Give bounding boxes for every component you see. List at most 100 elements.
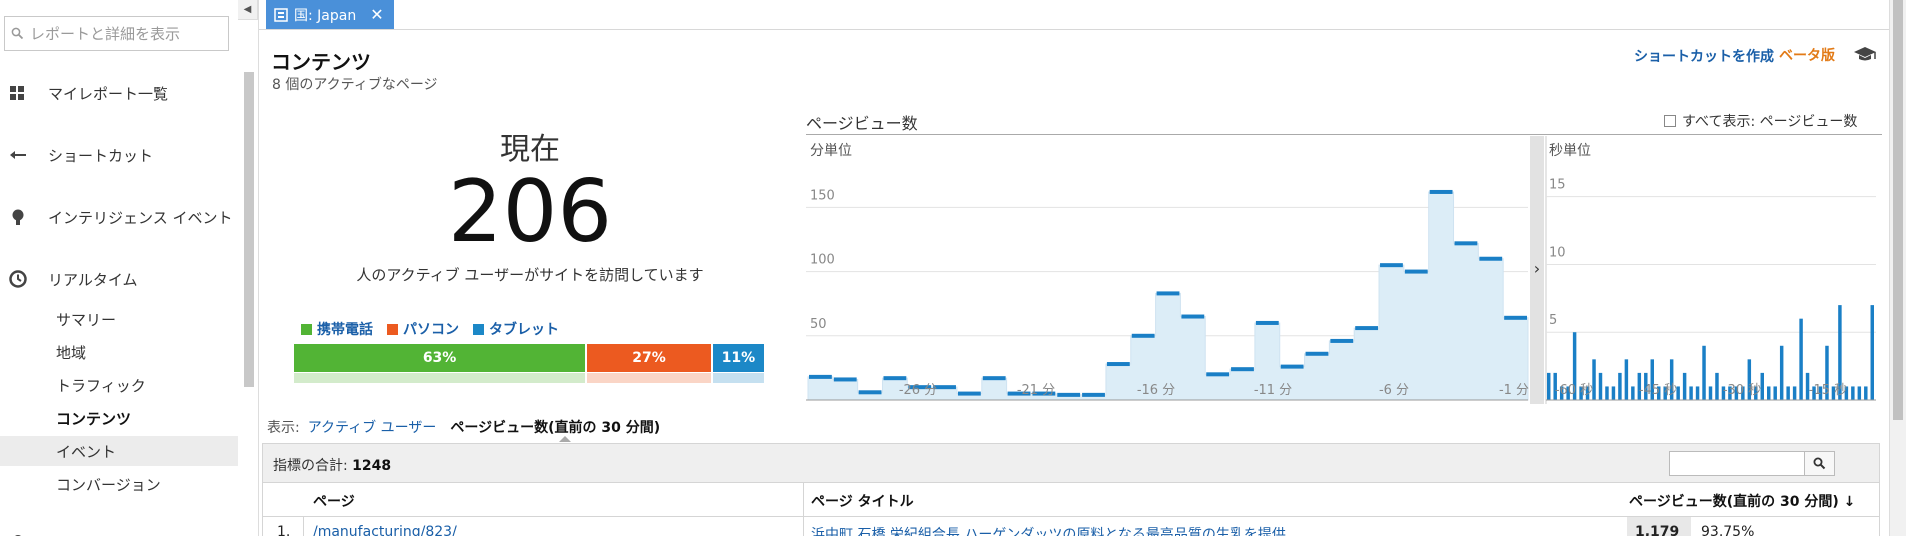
minute-step-mark — [1380, 263, 1403, 268]
tab-pageviews[interactable]: ページビュー数(直前の 30 分間) — [450, 420, 661, 436]
device-segment: 11% — [712, 344, 764, 372]
table-search-input[interactable] — [1670, 452, 1800, 475]
sidebar-item-next[interactable] — [0, 520, 238, 536]
seconds-bar — [1657, 386, 1661, 400]
now-label: 現在 — [500, 132, 560, 167]
row-page-link[interactable]: /manufacturing/823/ — [313, 524, 457, 536]
sidebar-sub-events[interactable]: イベント — [0, 436, 238, 466]
sidebar-item-label: ショートカット — [48, 146, 154, 165]
chevron-right-icon: › — [1534, 259, 1540, 278]
collapse-sidebar-button[interactable]: ◀ — [238, 0, 258, 20]
minute-step-mark — [1082, 392, 1105, 397]
top-border — [259, 29, 1889, 30]
sidebar-sub-traffic[interactable]: トラフィック — [0, 370, 238, 400]
sidebar-item-my-reports[interactable]: マイレポート一覧 — [0, 75, 238, 111]
sidebar-item-intelligence-events[interactable]: インテリジェンス イベント — [0, 199, 238, 235]
seconds-bar — [1838, 305, 1842, 400]
metric-total: 指標の合計: 1248 — [273, 455, 391, 475]
row-page-title[interactable]: 浜中町 石橋 栄紀組合長 ハーゲンダッツの原料となる最高品質の生乳を提供 — [811, 527, 1286, 536]
column-header-pageviews[interactable]: ページビュー数(直前の 30 分間) ↓ — [1629, 491, 1855, 511]
grid-icon — [10, 86, 24, 100]
row-percent: 93.75% — [1701, 524, 1755, 536]
metric-total-bar: 指標の合計: 1248 — [262, 443, 1880, 483]
seconds-bar — [1702, 345, 1706, 400]
sidebar-sub-summary[interactable]: サマリー — [0, 304, 238, 334]
show-all-toggle[interactable]: すべて表示: ページビュー数 — [1664, 111, 1857, 131]
minute-step-mark — [858, 390, 882, 395]
sidebar-sub-conversions[interactable]: コンバージョン — [0, 469, 238, 499]
seconds-bar — [1676, 386, 1680, 400]
seconds-bar — [1572, 332, 1577, 400]
sidebar-sub-label: サマリー — [56, 310, 117, 329]
seconds-bar — [1741, 386, 1745, 400]
graduation-cap-icon[interactable] — [1852, 44, 1878, 64]
x-tick-label: -11 分 — [1254, 383, 1292, 398]
minute-step-mark — [1280, 364, 1304, 369]
active-users-description: 人のアクティブ ユーザーがサイトを訪問しています — [356, 266, 704, 284]
minute-step-mark — [1404, 269, 1428, 274]
column-header-page[interactable]: ページ — [313, 494, 355, 510]
table-search-button[interactable] — [1804, 452, 1834, 475]
minute-step-mark — [1156, 291, 1180, 296]
legend-swatch — [301, 323, 312, 335]
sidebar-sub-label: コンテンツ — [56, 409, 132, 428]
device-segment: 27% — [587, 344, 713, 372]
seconds-bar — [1650, 359, 1654, 400]
seconds-bar — [1734, 386, 1739, 400]
minute-step-mark — [1330, 338, 1354, 343]
seconds-bar — [1605, 386, 1609, 400]
create-shortcut-link[interactable]: ショートカットを作成 — [1634, 49, 1774, 65]
table-search[interactable] — [1669, 451, 1835, 476]
row-index: 1. — [277, 524, 291, 536]
seconds-bar — [1728, 386, 1732, 400]
sidebar-sub-label: トラフィック — [56, 376, 146, 395]
tab-active-users[interactable]: アクティブ ユーザー — [307, 420, 437, 436]
seconds-bar — [1708, 386, 1713, 400]
lightbulb-icon — [12, 209, 24, 225]
sidebar-sub-location[interactable]: 地域 — [0, 337, 238, 367]
close-icon[interactable]: ✕ — [370, 5, 384, 24]
minute-step-mark — [1206, 372, 1230, 377]
active-pages-count: 8 個のアクティブなページ — [272, 77, 438, 93]
metric-total-label: 指標の合計: — [273, 458, 348, 474]
country-filter-chip[interactable]: 国: Japan ✕ — [266, 0, 394, 29]
minute-step-mark — [1131, 333, 1155, 338]
sidebar-item-label: マイレポート一覧 — [48, 84, 169, 103]
x-tick-label: -26 分 — [899, 383, 937, 398]
seconds-bar — [1799, 318, 1803, 400]
sidebar-scrollbar[interactable] — [244, 72, 254, 387]
table-header: ページ ページ タイトル ページビュー数(直前の 30 分間) ↓ — [262, 483, 1880, 517]
sidebar-sub-content[interactable]: コンテンツ — [0, 403, 238, 433]
device-segment-reflection — [712, 373, 764, 383]
seconds-bar — [1825, 345, 1829, 400]
chart-title: ページビュー数 — [806, 114, 918, 133]
page-scrollbar[interactable] — [1889, 0, 1906, 536]
x-tick-label: -21 分 — [1017, 383, 1055, 398]
seconds-bar — [1805, 372, 1810, 400]
show-all-checkbox[interactable] — [1664, 115, 1676, 127]
sidebar-sub-label: 地域 — [56, 343, 87, 362]
legend-swatch — [387, 323, 398, 335]
seconds-bar — [1618, 372, 1622, 400]
report-search[interactable] — [4, 16, 229, 51]
seconds-bar — [1547, 372, 1551, 400]
seconds-bar — [1754, 386, 1758, 400]
sidebar-item-shortcuts[interactable]: ショートカット — [0, 137, 238, 173]
sidebar-item-realtime[interactable]: リアルタイム — [0, 261, 238, 297]
column-header-pageviews-label: ページビュー数(直前の 30 分間) — [1629, 494, 1839, 510]
filter-chip-label: 国: Japan — [294, 7, 357, 24]
minute-step-mark — [1305, 351, 1329, 356]
device-segment: 63% — [294, 344, 588, 372]
table-row: 1. /manufacturing/823/ 浜中町 石橋 栄紀組合長 ハーゲン… — [262, 517, 1880, 536]
shortcut-arrow-icon — [10, 151, 26, 159]
column-header-page-title[interactable]: ページ タイトル — [811, 494, 914, 510]
seconds-bar — [1779, 345, 1784, 400]
device-segment-reflection — [587, 373, 713, 383]
page-scrollbar-thumb[interactable] — [1893, 0, 1903, 420]
seconds-bar — [1682, 372, 1687, 400]
y-tick-label: 100 — [810, 253, 835, 268]
x-tick-label: -45 秒 — [1639, 383, 1677, 398]
report-search-input[interactable] — [30, 24, 220, 43]
view-selector: 表示: アクティブ ユーザー ページビュー数(直前の 30 分間) — [267, 417, 660, 437]
seconds-panel-title: 秒単位 — [1549, 143, 1591, 159]
